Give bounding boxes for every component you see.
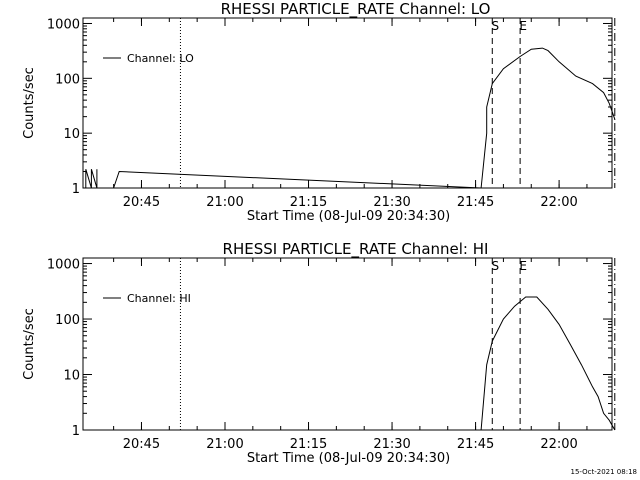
- x-tick-label: 21:30: [373, 195, 410, 210]
- x-tick-label: 21:00: [206, 437, 243, 452]
- plot-frame: [82, 17, 613, 189]
- data-series-line: [85, 47, 616, 189]
- x-tick-label: 21:15: [290, 437, 327, 452]
- chart-panel-1: RHESSI PARTICLE_RATE Channel: HI Counts/s…: [22, 240, 616, 466]
- footer-timestamp: 15-Oct-2021 08:18: [571, 468, 637, 476]
- y-tick-label: 1: [72, 182, 80, 197]
- y-axis-label: Counts/sec: [22, 308, 37, 380]
- y-tick-label: 100: [55, 313, 80, 328]
- y-tick-label: 1000: [47, 17, 80, 32]
- plot-frame: [82, 257, 613, 431]
- x-tick-label: 20:45: [123, 437, 160, 452]
- time-marker-label: E: [519, 259, 527, 273]
- y-axis-label: Counts/sec: [22, 67, 37, 139]
- time-marker-label: E: [519, 19, 527, 33]
- x-tick-label: 21:00: [206, 195, 243, 210]
- y-tick-label: 10: [63, 369, 80, 384]
- data-series-line: [480, 296, 616, 431]
- y-tick-label: 1000: [47, 258, 80, 273]
- legend-label: Channel: LO: [127, 52, 194, 65]
- x-tick-label: 22:00: [540, 195, 577, 210]
- chart-title: RHESSI PARTICLE_RATE Channel: LO: [221, 0, 491, 19]
- x-axis-label: Start Time (08-Jul-09 20:34:30): [247, 209, 450, 224]
- y-tick-label: 10: [63, 127, 80, 142]
- x-tick-label: 21:30: [373, 437, 410, 452]
- legend-label: Channel: HI: [127, 292, 191, 305]
- x-tick-label: 20:45: [123, 195, 160, 210]
- x-tick-label: 21:45: [457, 195, 494, 210]
- x-axis-label: Start Time (08-Jul-09 20:34:30): [247, 451, 450, 466]
- x-tick-label: 21:15: [290, 195, 327, 210]
- chart-panel-0: RHESSI PARTICLE_RATE Channel: LO Counts/s…: [22, 0, 616, 224]
- chart-title: RHESSI PARTICLE_RATE Channel: HI: [223, 240, 489, 259]
- y-tick-label: 1: [72, 424, 80, 439]
- time-marker-label: S: [491, 19, 499, 33]
- x-tick-label: 21:45: [457, 437, 494, 452]
- time-marker-label: S: [491, 259, 499, 273]
- x-tick-label: 22:00: [540, 437, 577, 452]
- y-tick-label: 100: [55, 72, 80, 87]
